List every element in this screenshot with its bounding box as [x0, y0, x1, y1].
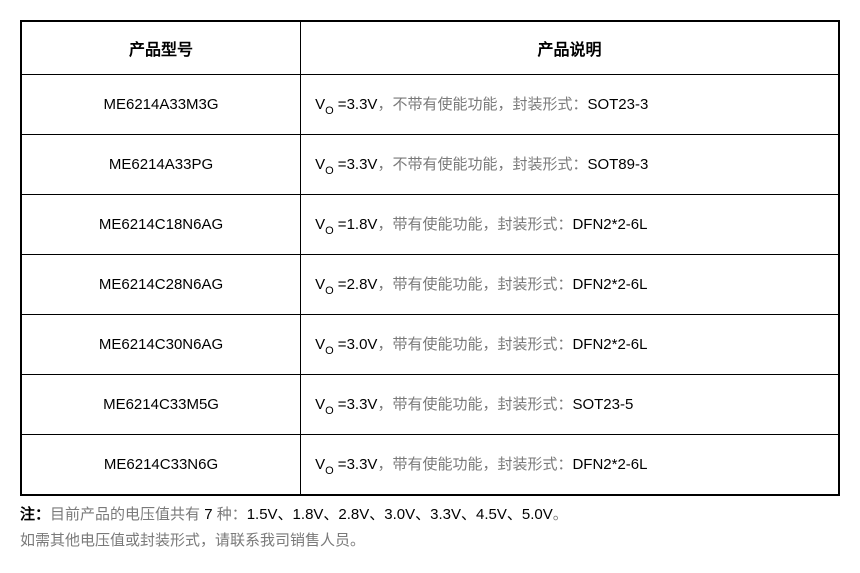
description-cell: VO =1.8V，带有使能功能，封装形式：DFN2*2-6L	[301, 195, 839, 255]
table-row: ME6214C30N6AGVO =3.0V，带有使能功能，封装形式：DFN2*2…	[21, 315, 839, 375]
package-type: SOT89-3	[587, 156, 648, 173]
product-table-container: 产品型号 产品说明 ME6214A33M3GVO =3.3V，不带有使能功能，封…	[20, 20, 840, 553]
model-cell: ME6214C33N6G	[21, 435, 301, 496]
table-row: ME6214C28N6AGVO =2.8V，带有使能功能，封装形式：DFN2*2…	[21, 255, 839, 315]
package-type: DFN2*2-6L	[572, 456, 647, 473]
table-row: ME6214A33M3GVO =3.3V，不带有使能功能，封装形式：SOT23-…	[21, 75, 839, 135]
table-body: ME6214A33M3GVO =3.3V，不带有使能功能，封装形式：SOT23-…	[21, 75, 839, 496]
model-cell: ME6214A33M3G	[21, 75, 301, 135]
note-text-1c: 。	[553, 506, 568, 523]
vo-subscript: O	[325, 345, 334, 357]
product-table: 产品型号 产品说明 ME6214A33M3GVO =3.3V，不带有使能功能，封…	[20, 20, 840, 496]
vo-symbol: V	[315, 156, 325, 173]
vo-subscript: O	[325, 465, 334, 477]
vo-symbol: V	[315, 396, 325, 413]
description-cell: VO =3.0V，带有使能功能，封装形式：DFN2*2-6L	[301, 315, 839, 375]
description-cell: VO =3.3V，不带有使能功能，封装形式：SOT23-3	[301, 75, 839, 135]
table-row: ME6214C33N6GVO =3.3V，带有使能功能，封装形式：DFN2*2-…	[21, 435, 839, 496]
package-type: DFN2*2-6L	[572, 336, 647, 353]
footnote: 注：目前产品的电压值共有 7 种：1.5V、1.8V、2.8V、3.0V、3.3…	[20, 502, 840, 553]
header-description: 产品说明	[301, 21, 839, 75]
description-gray: ，带有使能功能，封装形式：	[377, 456, 572, 473]
footnote-line2: 如需其他电压值或封装形式，请联系我司销售人员。	[20, 528, 840, 554]
model-cell: ME6214C30N6AG	[21, 315, 301, 375]
vo-symbol: V	[315, 336, 325, 353]
package-type: DFN2*2-6L	[572, 216, 647, 233]
description-cell: VO =3.3V，不带有使能功能，封装形式：SOT89-3	[301, 135, 839, 195]
vo-subscript: O	[325, 105, 334, 117]
model-cell: ME6214C33M5G	[21, 375, 301, 435]
description-gray: ，不带有使能功能，封装形式：	[377, 156, 587, 173]
vo-subscript: O	[325, 225, 334, 237]
vo-value: =3.3V	[334, 396, 378, 413]
package-type: DFN2*2-6L	[572, 276, 647, 293]
description-gray: ，带有使能功能，封装形式：	[377, 276, 572, 293]
note-text-1b: 种：	[213, 506, 247, 523]
description-gray: ，带有使能功能，封装形式：	[377, 396, 572, 413]
description-cell: VO =3.3V，带有使能功能，封装形式：SOT23-5	[301, 375, 839, 435]
table-row: ME6214C18N6AGVO =1.8V，带有使能功能，封装形式：DFN2*2…	[21, 195, 839, 255]
note-voltages: 1.5V、1.8V、2.8V、3.0V、3.3V、4.5V、5.0V	[247, 506, 553, 523]
vo-value: =3.3V	[334, 456, 378, 473]
package-type: SOT23-3	[587, 96, 648, 113]
model-cell: ME6214C28N6AG	[21, 255, 301, 315]
footnote-line1: 注：目前产品的电压值共有 7 种：1.5V、1.8V、2.8V、3.0V、3.3…	[20, 502, 840, 528]
description-gray: ，带有使能功能，封装形式：	[377, 216, 572, 233]
table-row: ME6214A33PGVO =3.3V，不带有使能功能，封装形式：SOT89-3	[21, 135, 839, 195]
vo-subscript: O	[325, 285, 334, 297]
vo-symbol: V	[315, 276, 325, 293]
vo-value: =3.3V	[334, 96, 378, 113]
vo-subscript: O	[325, 165, 334, 177]
model-cell: ME6214A33PG	[21, 135, 301, 195]
vo-symbol: V	[315, 216, 325, 233]
note-count: 7	[204, 506, 212, 523]
vo-symbol: V	[315, 96, 325, 113]
vo-value: =3.3V	[334, 156, 378, 173]
vo-value: =2.8V	[334, 276, 378, 293]
vo-subscript: O	[325, 405, 334, 417]
vo-value: =3.0V	[334, 336, 378, 353]
description-gray: ，不带有使能功能，封装形式：	[377, 96, 587, 113]
description-cell: VO =2.8V，带有使能功能，封装形式：DFN2*2-6L	[301, 255, 839, 315]
package-type: SOT23-5	[572, 396, 633, 413]
vo-symbol: V	[315, 456, 325, 473]
note-text-1a: 目前产品的电压值共有	[50, 506, 204, 523]
table-row: ME6214C33M5GVO =3.3V，带有使能功能，封装形式：SOT23-5	[21, 375, 839, 435]
model-cell: ME6214C18N6AG	[21, 195, 301, 255]
vo-value: =1.8V	[334, 216, 378, 233]
description-gray: ，带有使能功能，封装形式：	[377, 336, 572, 353]
description-cell: VO =3.3V，带有使能功能，封装形式：DFN2*2-6L	[301, 435, 839, 496]
table-header-row: 产品型号 产品说明	[21, 21, 839, 75]
header-model: 产品型号	[21, 21, 301, 75]
note-label: 注：	[20, 506, 50, 523]
